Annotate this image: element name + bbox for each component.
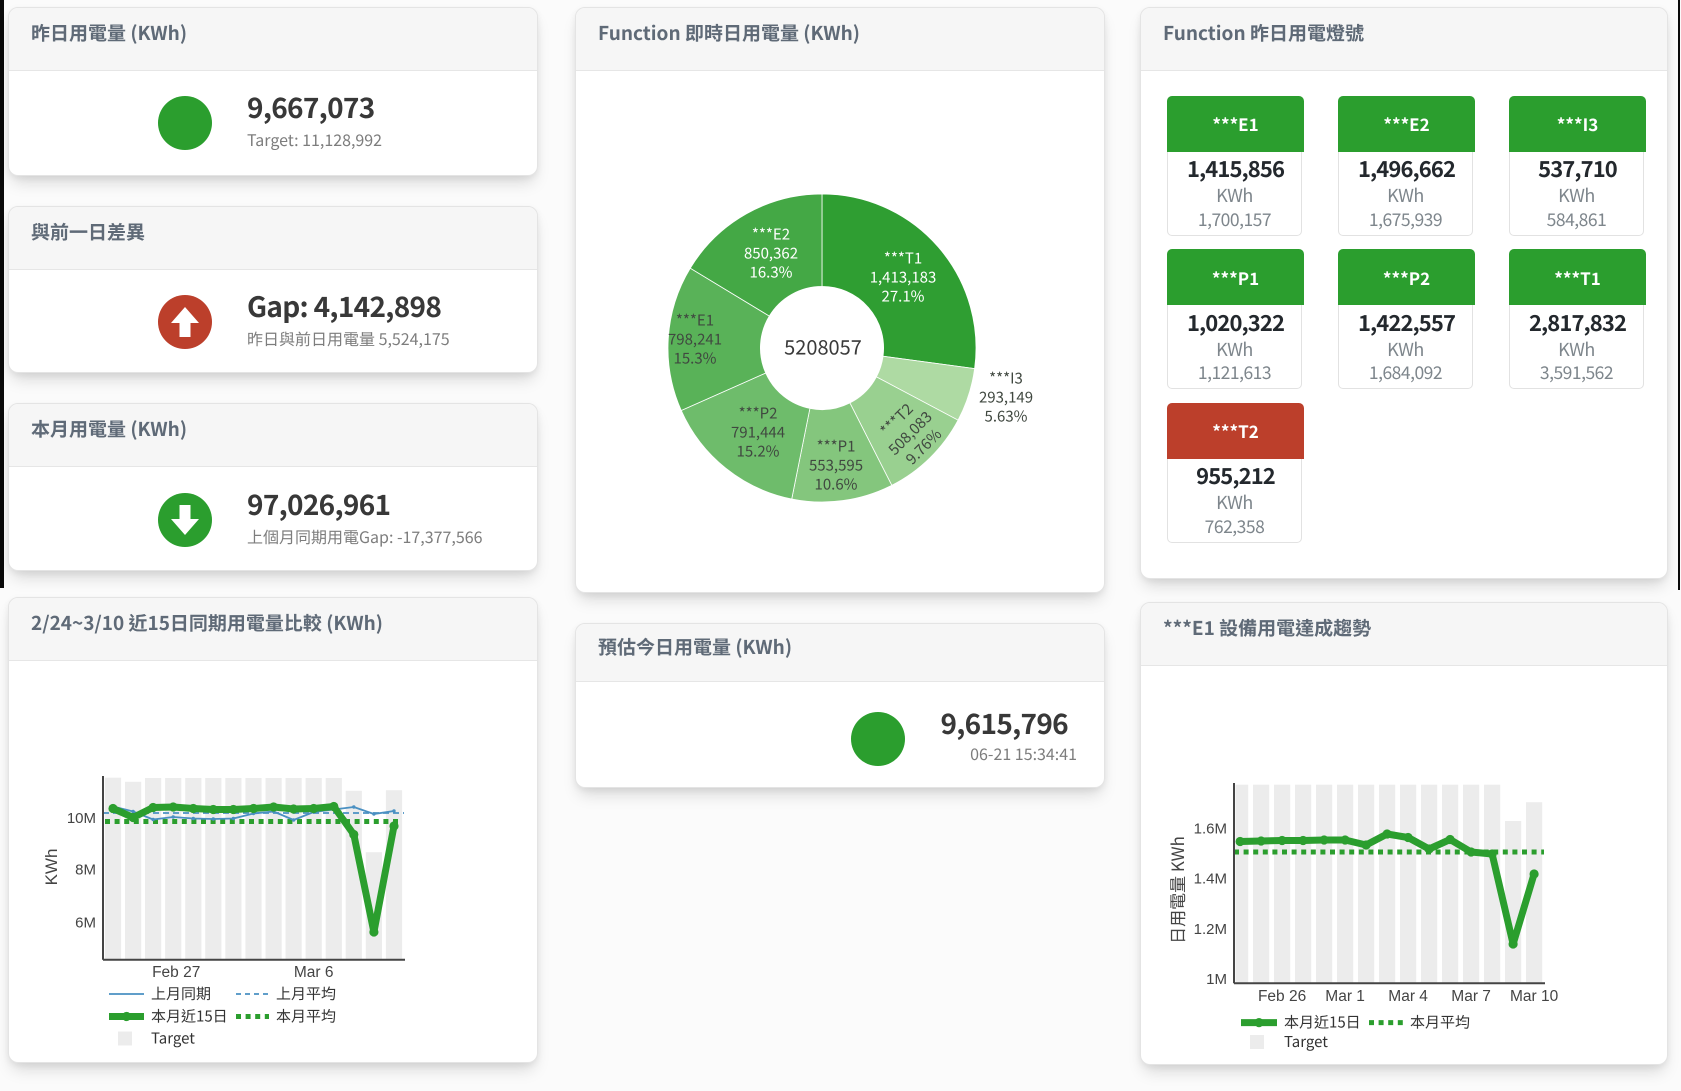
svg-text:Mar 10: Mar 10	[1510, 988, 1559, 1005]
svg-text:6M: 6M	[75, 915, 96, 932]
svg-text:1M: 1M	[1206, 971, 1227, 988]
svg-text:Mar 6: Mar 6	[294, 964, 334, 981]
svg-text:1.6M: 1.6M	[1194, 820, 1227, 837]
svg-text:10M: 10M	[67, 810, 96, 827]
svg-text:Target: Target	[1284, 1031, 1328, 1052]
svg-text:上月同期: 上月同期	[151, 983, 211, 1004]
svg-text:8M: 8M	[75, 861, 96, 878]
svg-text:Feb 27: Feb 27	[152, 964, 200, 981]
svg-text:本月平均: 本月平均	[276, 1006, 336, 1027]
svg-text:本月平均: 本月平均	[1410, 1012, 1470, 1033]
svg-text:日用電量 KWh: 日用電量 KWh	[1164, 836, 1189, 944]
svg-text:Mar 7: Mar 7	[1451, 988, 1491, 1005]
svg-text:Feb 26: Feb 26	[1258, 988, 1306, 1005]
svg-text:KWh: KWh	[42, 849, 61, 886]
svg-text:Mar 1: Mar 1	[1325, 988, 1365, 1005]
svg-text:1.4M: 1.4M	[1194, 871, 1227, 888]
svg-text:Mar 4: Mar 4	[1388, 988, 1428, 1005]
svg-text:本月近15日: 本月近15日	[1284, 1012, 1361, 1033]
svg-text:本月近15日: 本月近15日	[151, 1006, 228, 1027]
svg-text:上月平均: 上月平均	[276, 983, 336, 1004]
svg-text:Target: Target	[151, 1028, 195, 1049]
svg-text:1.2M: 1.2M	[1194, 921, 1227, 938]
